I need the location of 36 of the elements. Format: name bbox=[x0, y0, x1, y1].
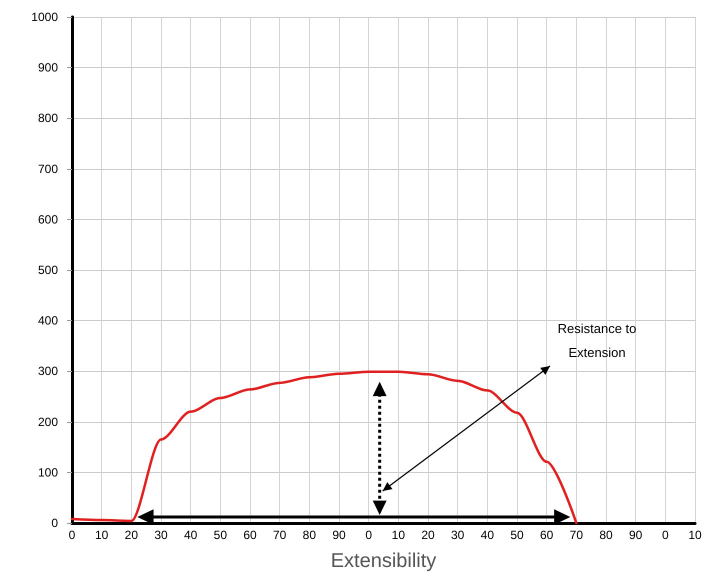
x-tick-label: 60 bbox=[243, 528, 257, 542]
x-tick-label: 60 bbox=[540, 528, 554, 542]
x-tick-label: 90 bbox=[628, 528, 643, 542]
y-tick-label: 800 bbox=[38, 111, 58, 126]
line-series bbox=[70, 370, 578, 524]
y-tick-label: 400 bbox=[38, 314, 58, 328]
y-tick-label: 100 bbox=[38, 465, 58, 480]
x-tick-label: 0 bbox=[68, 528, 76, 542]
annotation: Resistance to Extension bbox=[558, 321, 636, 360]
x-tick-label: 0 bbox=[662, 528, 669, 542]
y-tick-label: 900 bbox=[38, 60, 58, 75]
x-tick-label: 20 bbox=[421, 528, 435, 542]
x-tick-label: 70 bbox=[570, 528, 584, 542]
x-tick-label: 10 bbox=[94, 528, 109, 542]
x-tick-label: 0 bbox=[365, 528, 372, 542]
x-tick-label: 50 bbox=[214, 528, 228, 542]
x-tick-label: 10 bbox=[392, 528, 406, 542]
y-tick-label: 500 bbox=[38, 263, 58, 277]
x-tick-label: 80 bbox=[599, 528, 613, 542]
x-tick-label: 30 bbox=[154, 528, 168, 542]
y-tick-label: 0 bbox=[51, 516, 58, 530]
y-tick-label: 700 bbox=[38, 162, 58, 176]
x-tick-label: 50 bbox=[510, 528, 524, 542]
x-tick-label: 20 bbox=[124, 528, 138, 542]
x-tick-label: 90 bbox=[332, 528, 346, 542]
y-tick-label: 300 bbox=[38, 364, 58, 378]
y-tick-label: 200 bbox=[38, 414, 58, 429]
x-tick-label: 80 bbox=[302, 528, 316, 542]
x-axis-title: Extensibility bbox=[330, 550, 436, 572]
x-tick-label: 30 bbox=[450, 528, 465, 542]
x-tick-label: 40 bbox=[480, 528, 494, 542]
x-tick-label: 70 bbox=[272, 528, 287, 542]
y-tick-label: 1000 bbox=[31, 10, 58, 24]
x-tick-label: 40 bbox=[184, 528, 198, 542]
y-tick-label: 600 bbox=[38, 212, 58, 226]
x-tick-label: 10 bbox=[688, 528, 702, 542]
